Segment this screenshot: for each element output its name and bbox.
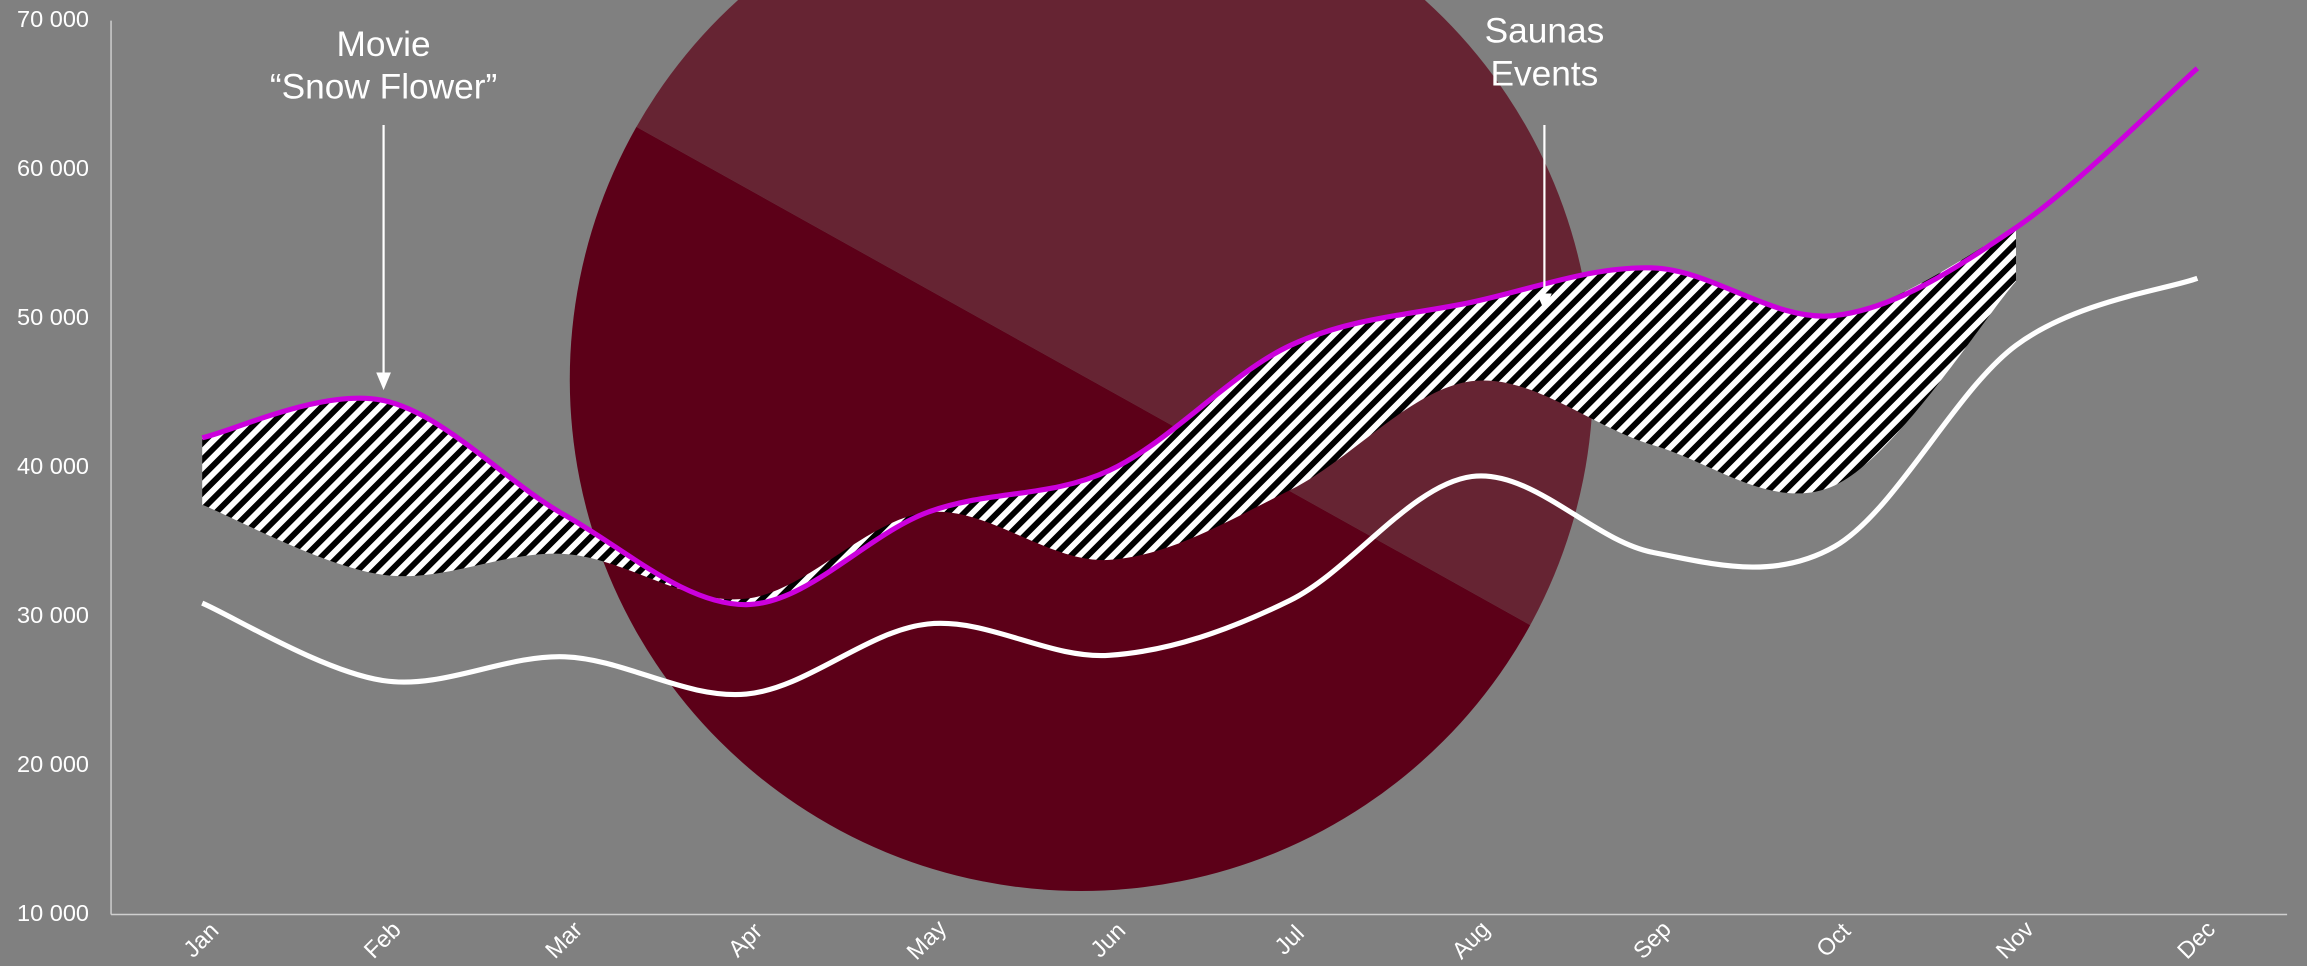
y-tick-label: 50 000	[17, 304, 89, 330]
annotation-text: “Snow Flower”	[270, 68, 497, 107]
y-tick-label: 20 000	[17, 751, 89, 777]
line-series	[201, 66, 2200, 608]
annotation-arrowhead	[376, 372, 391, 391]
annotation-text: Movie	[337, 25, 431, 64]
y-tick-label: 10 000	[17, 900, 89, 926]
y-tick-label: 70 000	[17, 6, 89, 32]
line-series	[201, 275, 2199, 698]
annotation-arrowhead	[1537, 293, 1552, 312]
hatched-band	[202, 227, 2016, 605]
annotation-text: Saunas	[1485, 12, 1605, 51]
y-tick-label: 60 000	[17, 155, 89, 181]
y-tick-label: 40 000	[17, 453, 89, 479]
y-tick-label: 30 000	[17, 602, 89, 628]
annotation-text: Events	[1490, 54, 1598, 93]
